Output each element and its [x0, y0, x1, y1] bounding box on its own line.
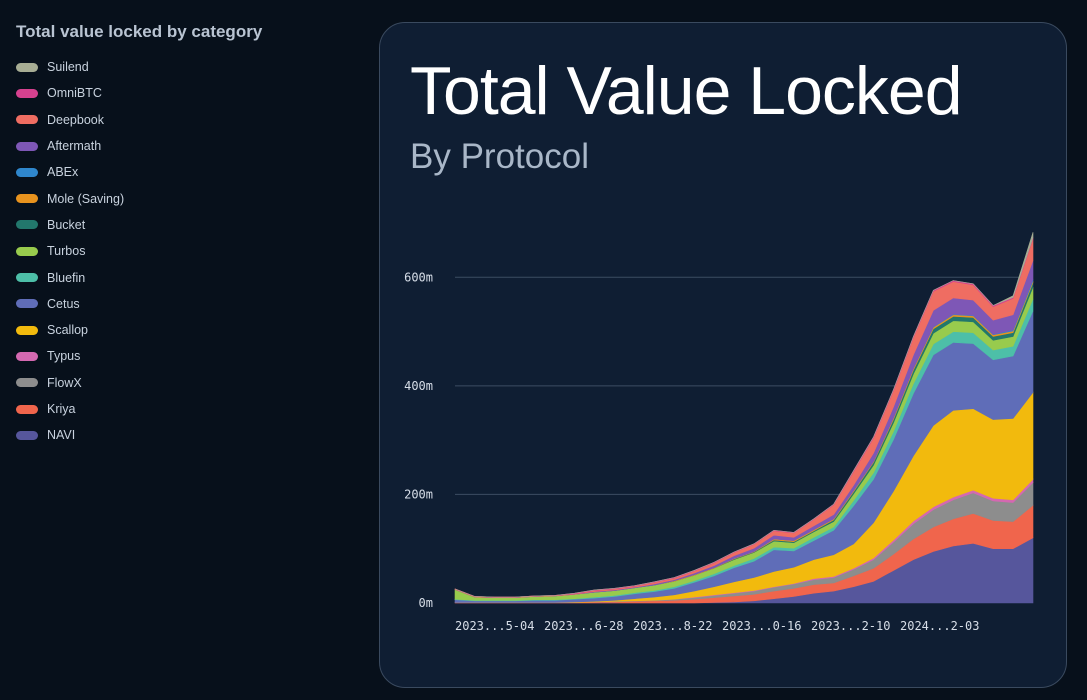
legend-swatch [16, 167, 38, 177]
legend-swatch [16, 404, 38, 414]
legend-label: Kriya [47, 402, 76, 416]
legend-item[interactable]: OmniBTC [16, 80, 346, 106]
legend-label: Mole (Saving) [47, 191, 125, 206]
legend-label: Deepbook [47, 112, 104, 127]
legend-item[interactable]: Mole (Saving) [16, 185, 346, 211]
x-tick-label: 2023...5-04 [455, 619, 534, 633]
x-tick-label: 2023...0-16 [722, 619, 801, 633]
legend-item[interactable]: Turbos [16, 238, 346, 264]
legend-label: OmniBTC [47, 86, 102, 101]
legend-swatch [16, 246, 38, 256]
legend-label: Scallop [47, 323, 88, 338]
legend-item[interactable]: Bucket [16, 212, 346, 238]
area-series [454, 232, 1034, 598]
legend-item[interactable]: Typus [16, 343, 346, 369]
legend-swatch [16, 325, 38, 335]
legend-item[interactable]: Aftermath [16, 133, 346, 159]
legend-panel: Total value locked by category Suilend Om… [16, 22, 346, 448]
legend-label: NAVI [47, 428, 76, 443]
legend-swatch [16, 62, 38, 72]
legend-swatch [16, 299, 38, 309]
chart-title: Total Value Locked [410, 53, 963, 129]
legend-item[interactable]: Suilend [16, 54, 346, 80]
legend-swatch [16, 273, 38, 283]
legend-item[interactable]: Deepbook [16, 107, 346, 133]
legend-swatch [16, 220, 38, 230]
legend-label: FlowX [47, 375, 82, 390]
legend-item[interactable]: NAVI [16, 422, 346, 448]
legend-swatch [16, 351, 38, 361]
y-tick-label: 200m [404, 487, 433, 501]
legend-swatch [16, 194, 38, 204]
y-tick-label: 600m [404, 270, 433, 284]
legend-item[interactable]: Cetus [16, 291, 346, 317]
legend-item[interactable]: Bluefin [16, 264, 346, 290]
legend-label: Typus [47, 349, 81, 364]
chart-card: Total Value Locked By Protocol 0m 200m 400… [379, 22, 1067, 688]
x-tick-label: 2023...8-22 [633, 619, 712, 633]
legend-swatch [16, 141, 38, 151]
stacked-area-chart: 0m 200m 400m 600m 2023...5-04 2023...6-28 2023… [404, 232, 1034, 633]
legend-item[interactable]: Scallop [16, 317, 346, 343]
x-tick-label: 2023...2-10 [811, 619, 890, 633]
x-tick-label: 2023...6-28 [544, 619, 623, 633]
legend-swatch [16, 115, 38, 125]
legend-label: ABEx [47, 165, 79, 180]
legend-swatch [16, 88, 38, 98]
legend-label: Suilend [47, 60, 89, 75]
legend-list: Suilend OmniBTC Deepbook Aftermath ABEx Mole … [16, 54, 346, 448]
legend-label: Aftermath [47, 139, 102, 154]
chart-subtitle: By Protocol [410, 137, 589, 176]
y-tick-label: 400m [404, 379, 433, 393]
x-tick-label: 2024...2-03 [900, 619, 979, 633]
y-tick-label: 0m [419, 596, 433, 610]
legend-label: Cetus [47, 296, 80, 311]
legend-label: Turbos [47, 244, 86, 259]
legend-item[interactable]: Kriya [16, 396, 346, 422]
legend-item[interactable]: ABEx [16, 159, 346, 185]
legend-label: Bucket [47, 217, 86, 232]
legend-swatch [16, 430, 38, 440]
legend-item[interactable]: FlowX [16, 370, 346, 396]
legend-label: Bluefin [47, 270, 86, 285]
legend-swatch [16, 378, 38, 388]
legend-title: Total value locked by category [16, 22, 263, 41]
